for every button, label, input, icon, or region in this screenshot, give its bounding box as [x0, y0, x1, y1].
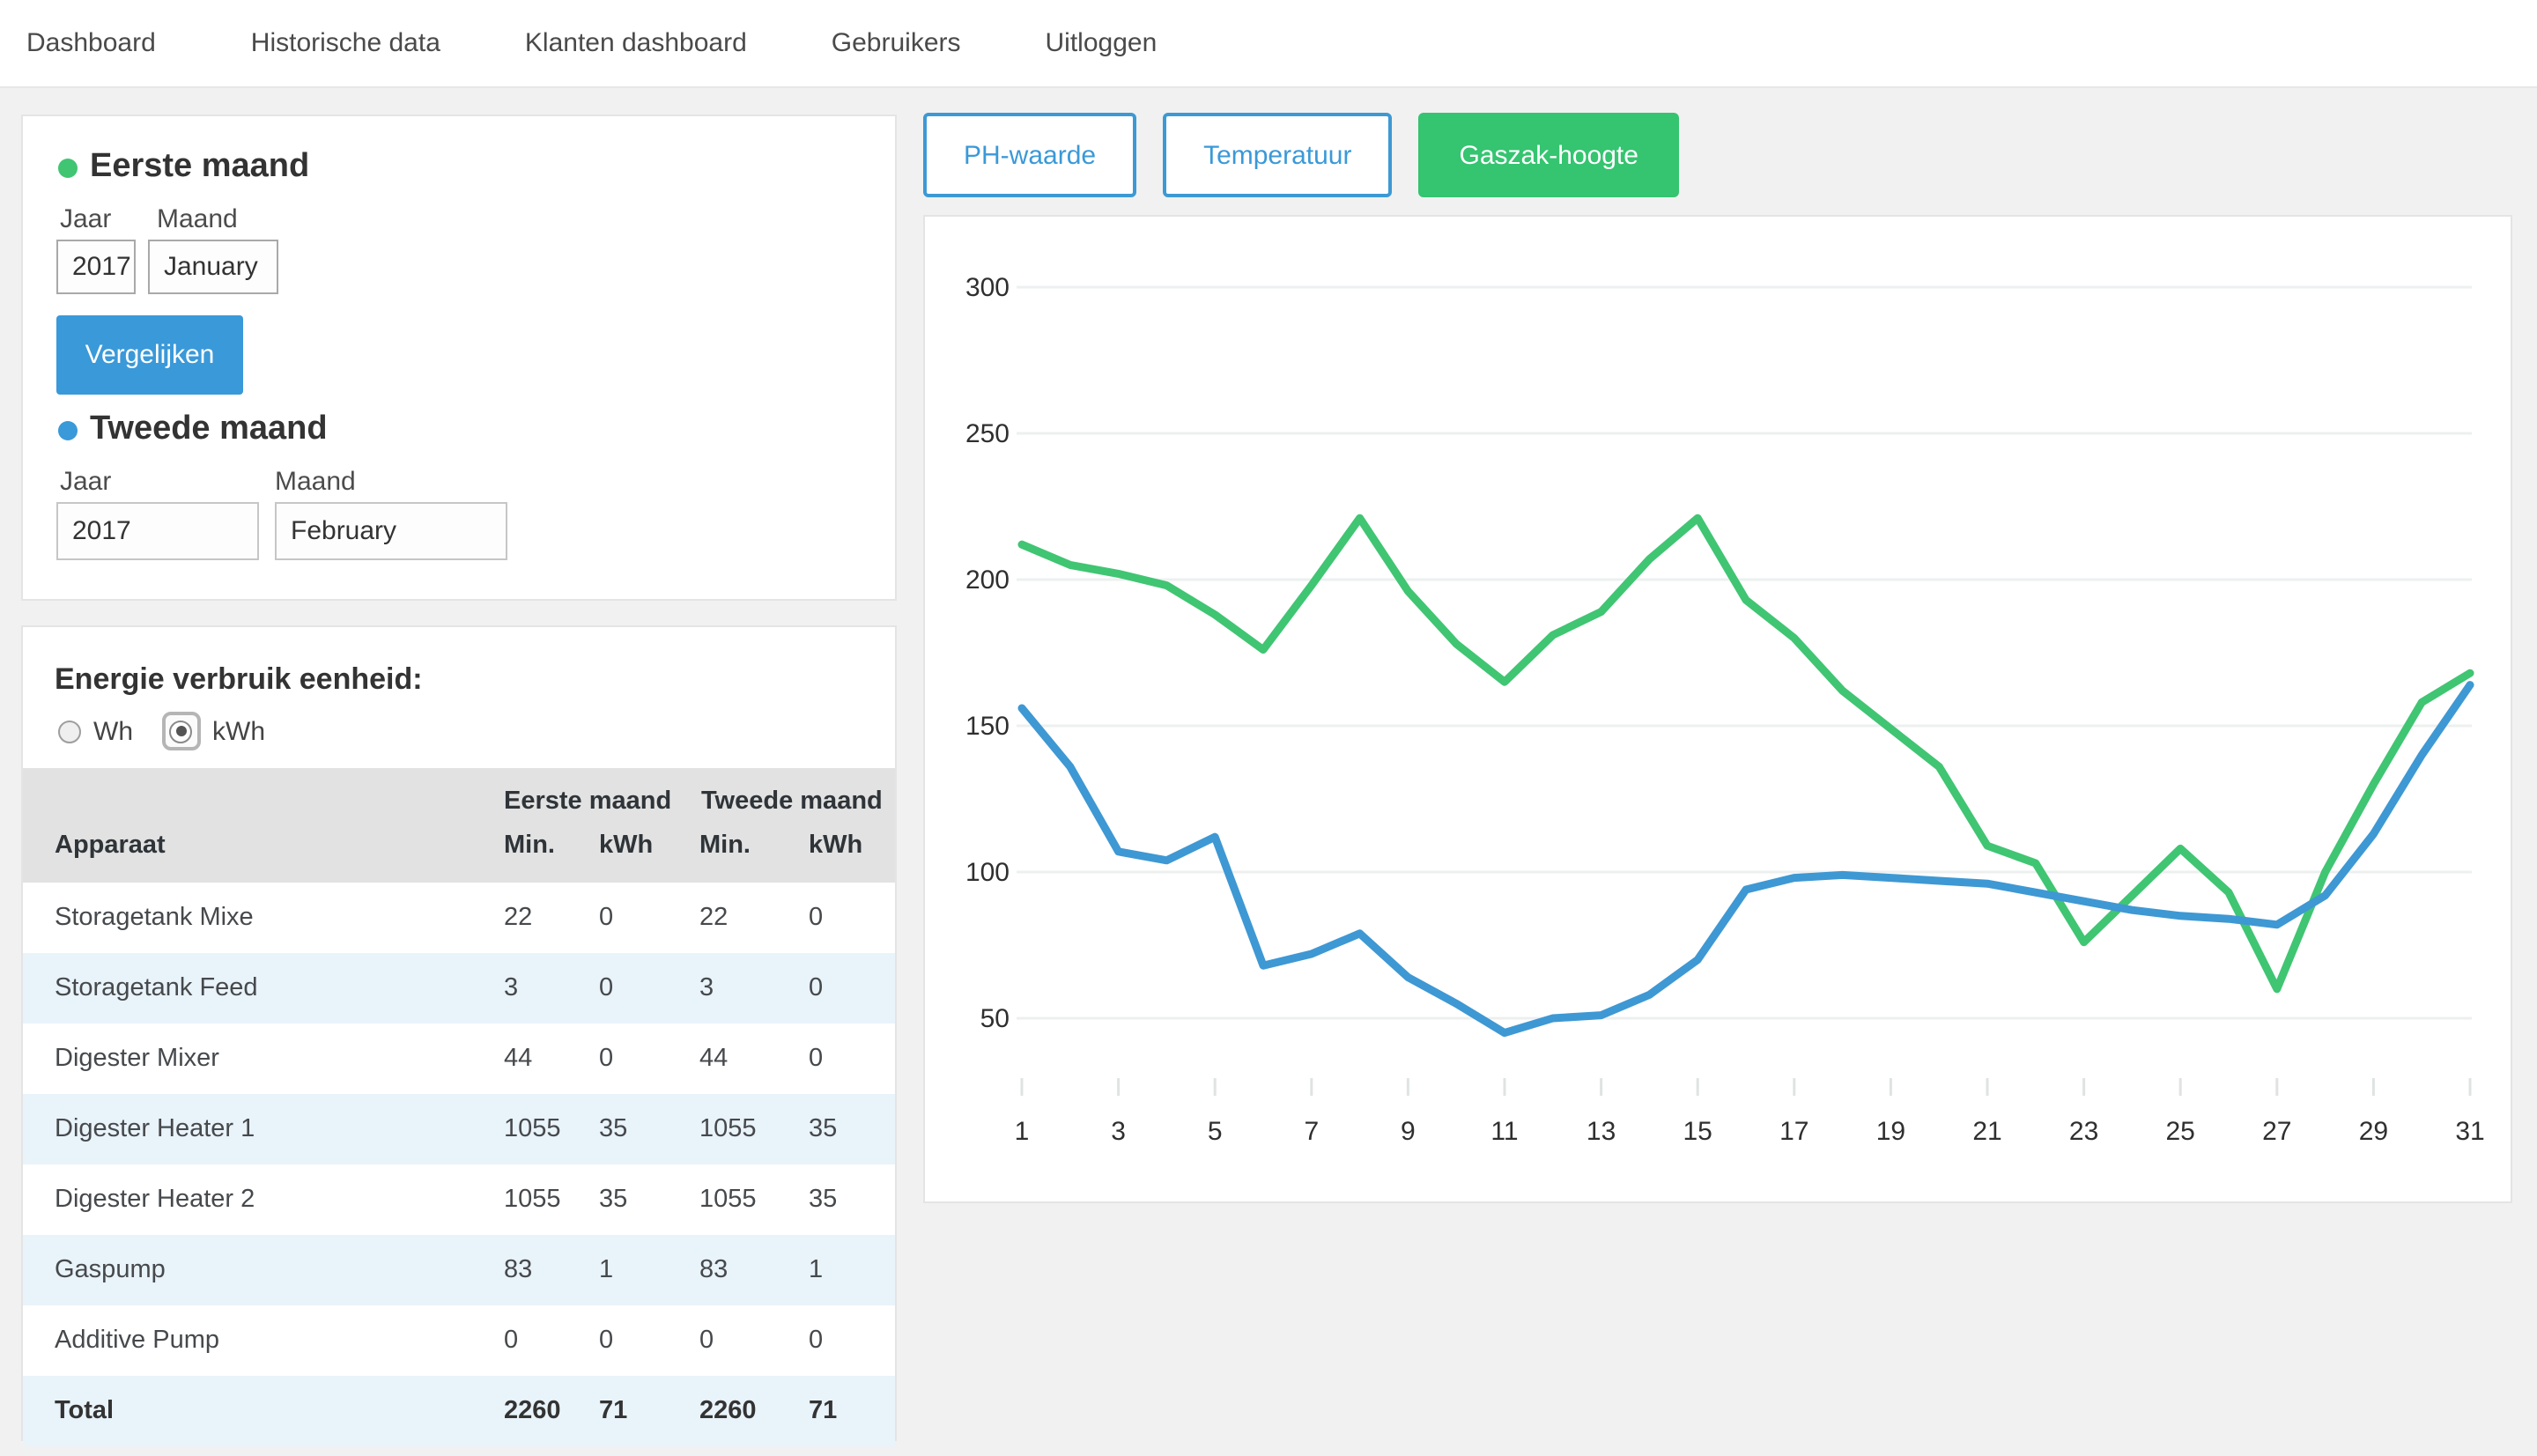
chart-tabs: PH-waarde Temperatuur Gaszak-hoogte — [923, 113, 1679, 197]
first-month-field-label: Maand — [157, 204, 238, 234]
radio-unchecked-icon[interactable] — [58, 720, 81, 743]
compare-button[interactable]: Vergelijken — [56, 315, 243, 395]
x-axis-label: 19 — [1876, 1117, 1905, 1146]
x-axis-label: 3 — [1111, 1117, 1126, 1146]
second-month-heading: Tweede maand — [58, 410, 328, 449]
nav-item-historische-data[interactable]: Historische data — [250, 28, 440, 58]
chart-panel: 300 250 200 150 100 50 1 3 5 7 9 11 13 15 17 19 21 23 25 27… — [923, 215, 2512, 1203]
first-month-heading: Eerste maand — [58, 148, 309, 187]
energy-table-header: Eerste maand Tweede maand Apparaat Min. … — [23, 768, 895, 883]
table-row: Additive Pump 0 0 0 0 — [23, 1305, 895, 1376]
second-year-input[interactable] — [56, 502, 259, 560]
x-axis-label: 29 — [2359, 1117, 2388, 1146]
first-year-input[interactable] — [56, 240, 136, 294]
energy-table-body: Storagetank Mixe 22 0 22 0 Storagetank Feed 3 0… — [23, 883, 895, 1446]
y-axis-label: 150 — [965, 712, 1010, 741]
nav-item-gebruikers[interactable]: Gebruikers — [831, 28, 961, 58]
x-axis-label: 21 — [1972, 1117, 2001, 1146]
table-row: Gaspump 83 1 83 1 — [23, 1235, 895, 1305]
tab-temperatuur[interactable]: Temperatuur — [1163, 113, 1393, 197]
col-header-min-1: Min. — [504, 831, 555, 860]
x-axis-label: 27 — [2262, 1117, 2291, 1146]
unit-wh-label[interactable]: Wh — [93, 716, 133, 746]
table-row: Storagetank Feed 3 0 3 0 — [23, 953, 895, 1024]
radio-checked-icon[interactable] — [161, 712, 200, 750]
energy-unit-heading: Energie verbruik eenheid: — [55, 662, 423, 696]
first-month-label: Eerste maand — [90, 148, 310, 185]
x-axis-label: 5 — [1208, 1117, 1223, 1146]
x-axis-label: 31 — [2455, 1117, 2484, 1146]
second-month-dot-icon — [58, 420, 78, 440]
x-axis-label: 9 — [1401, 1117, 1416, 1146]
y-axis-label: 100 — [965, 858, 1010, 887]
x-axis-label: 17 — [1779, 1117, 1808, 1146]
first-month-input[interactable] — [148, 240, 278, 294]
nav-item-uitloggen[interactable]: Uitloggen — [1045, 28, 1158, 58]
col-header-apparaat: Apparaat — [55, 831, 166, 860]
energy-panel: Energie verbruik eenheid: Wh kWh Eerste … — [21, 625, 897, 1446]
second-year-label: Jaar — [60, 467, 112, 497]
x-axis-label: 15 — [1683, 1117, 1712, 1146]
y-axis-label: 250 — [965, 419, 1010, 448]
series-tweede-maand — [1017, 681, 2474, 1038]
table-row: Digester Mixer 44 0 44 0 — [23, 1024, 895, 1094]
nav-item-dashboard[interactable]: Dashboard — [26, 28, 156, 58]
x-axis-label: 13 — [1587, 1117, 1616, 1146]
y-axis-label: 300 — [965, 273, 1010, 302]
group-header-first-month: Eerste maand — [504, 787, 672, 816]
first-month-dot-icon — [58, 158, 78, 177]
y-axis-label: 200 — [965, 565, 1010, 595]
x-axis-label: 11 — [1490, 1117, 1518, 1146]
second-month-field-label: Maand — [275, 467, 356, 497]
second-month-input[interactable] — [275, 502, 507, 560]
unit-radio-group: Wh kWh — [58, 712, 293, 750]
unit-kwh-label[interactable]: kWh — [212, 716, 265, 746]
series-eerste-maand — [1017, 514, 2474, 994]
tab-ph-waarde[interactable]: PH-waarde — [923, 113, 1137, 197]
table-row: Storagetank Mixe 22 0 22 0 — [23, 883, 895, 953]
first-year-label: Jaar — [60, 204, 112, 234]
table-row: Digester Heater 2 1055 35 1055 35 — [23, 1164, 895, 1235]
energy-table: Eerste maand Tweede maand Apparaat Min. … — [23, 768, 895, 1446]
table-row: Digester Heater 1 1055 35 1055 35 — [23, 1094, 895, 1164]
nav-item-klanten-dashboard[interactable]: Klanten dashboard — [524, 28, 747, 58]
x-axis-label: 1 — [1015, 1117, 1030, 1146]
compare-panel: Eerste maand Jaar Maand Vergelijken Twee… — [21, 115, 897, 601]
second-month-label: Tweede maand — [90, 410, 328, 447]
table-total-row: Total 2260 71 2260 71 — [23, 1376, 895, 1446]
top-navbar: Dashboard Historische data Klanten dashboa… — [0, 0, 2537, 88]
y-axis-label: 50 — [980, 1004, 1010, 1033]
x-axis-label: 7 — [1304, 1117, 1319, 1146]
tab-gaszak-hoogte[interactable]: Gaszak-hoogte — [1418, 113, 1679, 197]
x-axis-label: 25 — [2166, 1117, 2195, 1146]
x-axis-label: 23 — [2069, 1117, 2098, 1146]
group-header-second-month: Tweede maand — [701, 787, 883, 816]
col-header-kwh-1: kWh — [599, 831, 654, 860]
col-header-min-2: Min. — [699, 831, 751, 860]
col-header-kwh-2: kWh — [809, 831, 863, 860]
